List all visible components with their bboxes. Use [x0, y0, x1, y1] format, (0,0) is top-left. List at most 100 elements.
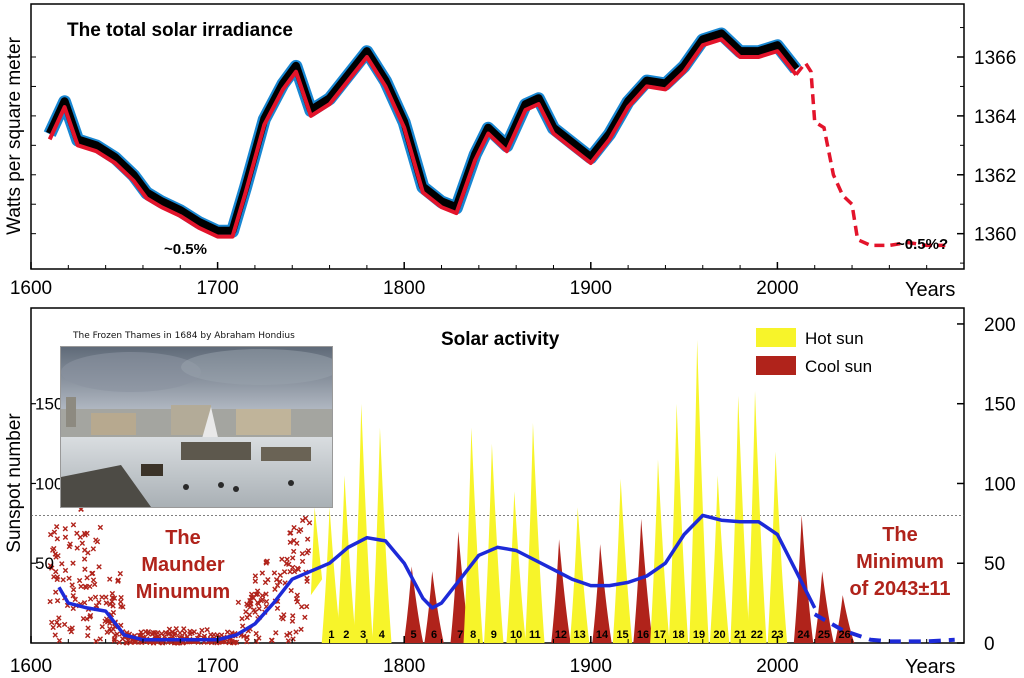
observation-mark [293, 629, 299, 635]
observation-mark [252, 609, 258, 615]
observation-mark [291, 568, 298, 575]
observation-mark [51, 529, 58, 535]
observation-mark [138, 629, 144, 635]
observation-mark [181, 626, 187, 632]
observation-mark [201, 633, 208, 639]
maunder-line-3: Minumum [136, 581, 230, 603]
observation-mark [255, 601, 262, 607]
observation-mark [109, 590, 116, 597]
cycle-number-label: 23 [771, 629, 783, 641]
cycle-peak-23 [767, 451, 788, 643]
observation-mark [273, 630, 279, 636]
cycle-peak-14 [592, 544, 612, 643]
activity-xtick-label: 1800 [383, 656, 425, 677]
cycle-peak-26 [834, 595, 855, 643]
observation-mark [289, 618, 296, 624]
observation-mark [191, 629, 197, 635]
observation-mark [90, 577, 97, 583]
observation-mark [66, 543, 73, 550]
observation-mark [62, 526, 68, 532]
observation-mark [74, 530, 80, 537]
minimum-line-2: Minimum [856, 551, 944, 573]
cycle-number-label: 12 [555, 629, 567, 641]
cycle-number-label: 11 [529, 629, 541, 641]
observation-mark [62, 567, 69, 574]
observation-mark [53, 568, 59, 575]
activity-title: Solar activity [441, 329, 560, 350]
tsi-xtick-label: 2000 [756, 278, 798, 299]
activity-series: 1 2 3 4 5 6 7 8 9 10 11 12 13 14 15 16 17 18 19 20 21 22 23 24 2… [31, 339, 964, 646]
cycle-peak-9 [484, 443, 504, 643]
observation-mark [109, 595, 116, 601]
observation-mark [304, 575, 310, 581]
maunder-line-2: Maunder [141, 554, 225, 576]
observation-mark [54, 597, 61, 604]
observation-mark [291, 537, 297, 544]
observation-mark [103, 594, 109, 600]
observation-mark [87, 583, 93, 590]
observation-mark [254, 588, 261, 594]
observation-mark [273, 577, 280, 583]
observation-mark [290, 548, 297, 555]
cycle-peak-19 [689, 339, 709, 643]
cycle-number-label: 26 [838, 629, 850, 641]
observation-mark [263, 560, 269, 566]
observation-mark [115, 577, 121, 583]
observation-mark [287, 630, 293, 637]
observation-mark [69, 582, 75, 588]
cycle-number-label: 17 [654, 629, 666, 641]
activity-xtick-label: 1700 [196, 656, 238, 677]
tsi-annotation-past: ~0.5% [164, 241, 207, 258]
cycle-number-label: 15 [616, 629, 628, 641]
observation-mark [51, 574, 57, 580]
observation-mark [162, 629, 169, 636]
cycle-peak-18 [668, 403, 689, 643]
observation-mark [107, 576, 113, 582]
observation-mark [302, 614, 308, 621]
observation-mark [204, 627, 210, 633]
observation-mark [47, 598, 53, 605]
observation-mark [286, 561, 292, 568]
observation-mark [253, 630, 259, 637]
observation-mark [52, 632, 58, 638]
observation-mark [304, 536, 311, 542]
activity-axes: 1600 1700 1800 1900 2000 0 50 50 100 100 150 150 200 [10, 315, 1016, 677]
cycle-number-label: 8 [470, 629, 476, 641]
cycle-peak-22 [747, 390, 767, 643]
observation-mark [298, 626, 304, 633]
cycle-number-label: 7 [457, 629, 463, 641]
observation-mark [306, 520, 313, 526]
activity-xtick-label: 2000 [756, 656, 798, 677]
observation-mark [83, 584, 89, 591]
observation-mark [196, 632, 202, 638]
observation-mark [55, 553, 61, 559]
observation-mark [110, 603, 116, 609]
observation-mark [248, 591, 255, 598]
cycle-number-label: 6 [431, 629, 437, 641]
cycle-peak-17 [650, 459, 670, 643]
inset-caption: The Frozen Thames in 1684 by Abraham Hon… [73, 331, 295, 341]
cycle-peak-10 [506, 491, 526, 643]
observation-mark [278, 614, 285, 621]
observation-mark [114, 631, 120, 637]
observation-mark [166, 631, 172, 637]
observation-mark [67, 626, 73, 632]
minimum-line-1: The [882, 524, 918, 546]
observation-mark [96, 564, 102, 570]
legend-swatch-cool [756, 356, 796, 375]
observation-mark [87, 612, 94, 619]
activity-xtick-label: 1900 [570, 656, 612, 677]
observation-mark [120, 604, 126, 610]
tsi-ytick-label: 1364 [974, 107, 1017, 128]
observation-mark [47, 531, 54, 538]
observation-mark [68, 629, 75, 635]
observation-mark [277, 578, 283, 585]
activity-xtick-label: 1600 [10, 656, 52, 677]
observation-mark [172, 630, 178, 636]
observation-mark [103, 616, 110, 622]
activity-xlabel: Years [905, 656, 955, 678]
observation-mark [91, 581, 98, 588]
observation-mark [52, 551, 58, 557]
observation-mark [56, 615, 62, 621]
